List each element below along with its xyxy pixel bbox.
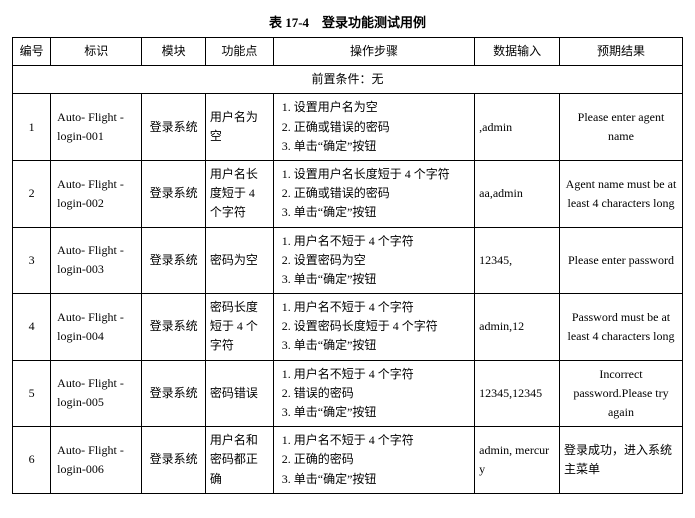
table-row: 5Auto- Flight -login-005登录系统密码错误用户名不短于 4…	[13, 360, 683, 427]
cell-no: 6	[13, 427, 51, 494]
cell-data: aa,admin	[475, 160, 560, 227]
cell-no: 3	[13, 227, 51, 294]
step-item: 正确的密码	[294, 450, 470, 469]
cell-func: 密码错误	[205, 360, 273, 427]
cell-func: 用户名长度短于 4 个字符	[205, 160, 273, 227]
col-header-data: 数据输入	[475, 38, 560, 66]
cell-id: Auto- Flight -login-002	[51, 160, 142, 227]
step-item: 错误的密码	[294, 384, 470, 403]
step-item: 单击“确定”按钮	[294, 137, 470, 156]
step-item: 正确或错误的密码	[294, 184, 470, 203]
table-row: 3Auto- Flight -login-003登录系统密码为空用户名不短于 4…	[13, 227, 683, 294]
step-item: 用户名不短于 4 个字符	[294, 431, 470, 450]
table-title: 表 17-4 登录功能测试用例	[12, 12, 683, 31]
col-header-result: 预期结果	[559, 38, 682, 66]
col-header-func: 功能点	[205, 38, 273, 66]
col-header-id: 标识	[51, 38, 142, 66]
cell-data: admin, mercury	[475, 427, 560, 494]
step-item: 用户名不短于 4 个字符	[294, 365, 470, 384]
cell-steps: 设置用户名为空正确或错误的密码单击“确定”按钮	[273, 94, 474, 161]
cell-data: 12345,	[475, 227, 560, 294]
col-header-module: 模块	[142, 38, 206, 66]
cell-data: admin,12	[475, 294, 560, 361]
col-header-no: 编号	[13, 38, 51, 66]
cell-no: 1	[13, 94, 51, 161]
cell-func: 密码长度短于 4 个字符	[205, 294, 273, 361]
step-item: 单击“确定”按钮	[294, 336, 470, 355]
cell-func: 密码为空	[205, 227, 273, 294]
table-row: 6Auto- Flight -login-006登录系统用户名和密码都正确用户名…	[13, 427, 683, 494]
cell-steps: 用户名不短于 4 个字符正确的密码单击“确定”按钮	[273, 427, 474, 494]
table-header-row: 编号 标识 模块 功能点 操作步骤 数据输入 预期结果	[13, 38, 683, 66]
cell-steps: 设置用户名长度短于 4 个字符正确或错误的密码单击“确定”按钮	[273, 160, 474, 227]
col-header-steps: 操作步骤	[273, 38, 474, 66]
step-item: 正确或错误的密码	[294, 118, 470, 137]
precondition-row: 前置条件：无	[13, 66, 683, 94]
cell-steps: 用户名不短于 4 个字符错误的密码单击“确定”按钮	[273, 360, 474, 427]
cell-id: Auto- Flight -login-001	[51, 94, 142, 161]
cell-module: 登录系统	[142, 94, 206, 161]
cell-id: Auto- Flight -login-004	[51, 294, 142, 361]
cell-id: Auto- Flight -login-006	[51, 427, 142, 494]
cell-id: Auto- Flight -login-005	[51, 360, 142, 427]
cell-module: 登录系统	[142, 294, 206, 361]
cell-result: Password must be at least 4 characters l…	[559, 294, 682, 361]
step-item: 用户名不短于 4 个字符	[294, 298, 470, 317]
table-row: 1Auto- Flight -login-001登录系统用户名为空设置用户名为空…	[13, 94, 683, 161]
cell-result: Agent name must be at least 4 characters…	[559, 160, 682, 227]
cell-module: 登录系统	[142, 160, 206, 227]
test-case-table: 编号 标识 模块 功能点 操作步骤 数据输入 预期结果 前置条件：无 1Auto…	[12, 37, 683, 494]
table-row: 2Auto- Flight -login-002登录系统用户名长度短于 4 个字…	[13, 160, 683, 227]
cell-module: 登录系统	[142, 427, 206, 494]
step-item: 设置用户名为空	[294, 98, 470, 117]
step-item: 单击“确定”按钮	[294, 470, 470, 489]
step-item: 单击“确定”按钮	[294, 403, 470, 422]
cell-result: Please enter agent name	[559, 94, 682, 161]
cell-result: Please enter password	[559, 227, 682, 294]
cell-data: 12345,12345	[475, 360, 560, 427]
precondition-cell: 前置条件：无	[13, 66, 683, 94]
step-item: 设置密码长度短于 4 个字符	[294, 317, 470, 336]
cell-result: 登录成功，进入系统主菜单	[559, 427, 682, 494]
step-item: 设置密码为空	[294, 251, 470, 270]
step-item: 单击“确定”按钮	[294, 270, 470, 289]
cell-no: 5	[13, 360, 51, 427]
step-item: 用户名不短于 4 个字符	[294, 232, 470, 251]
cell-steps: 用户名不短于 4 个字符设置密码长度短于 4 个字符单击“确定”按钮	[273, 294, 474, 361]
step-item: 设置用户名长度短于 4 个字符	[294, 165, 470, 184]
cell-id: Auto- Flight -login-003	[51, 227, 142, 294]
step-item: 单击“确定”按钮	[294, 203, 470, 222]
cell-module: 登录系统	[142, 227, 206, 294]
cell-no: 4	[13, 294, 51, 361]
cell-module: 登录系统	[142, 360, 206, 427]
cell-no: 2	[13, 160, 51, 227]
cell-steps: 用户名不短于 4 个字符设置密码为空单击“确定”按钮	[273, 227, 474, 294]
table-row: 4Auto- Flight -login-004登录系统密码长度短于 4 个字符…	[13, 294, 683, 361]
cell-data: ,admin	[475, 94, 560, 161]
cell-func: 用户名和密码都正确	[205, 427, 273, 494]
cell-result: Incorrect password.Please try again	[559, 360, 682, 427]
cell-func: 用户名为空	[205, 94, 273, 161]
